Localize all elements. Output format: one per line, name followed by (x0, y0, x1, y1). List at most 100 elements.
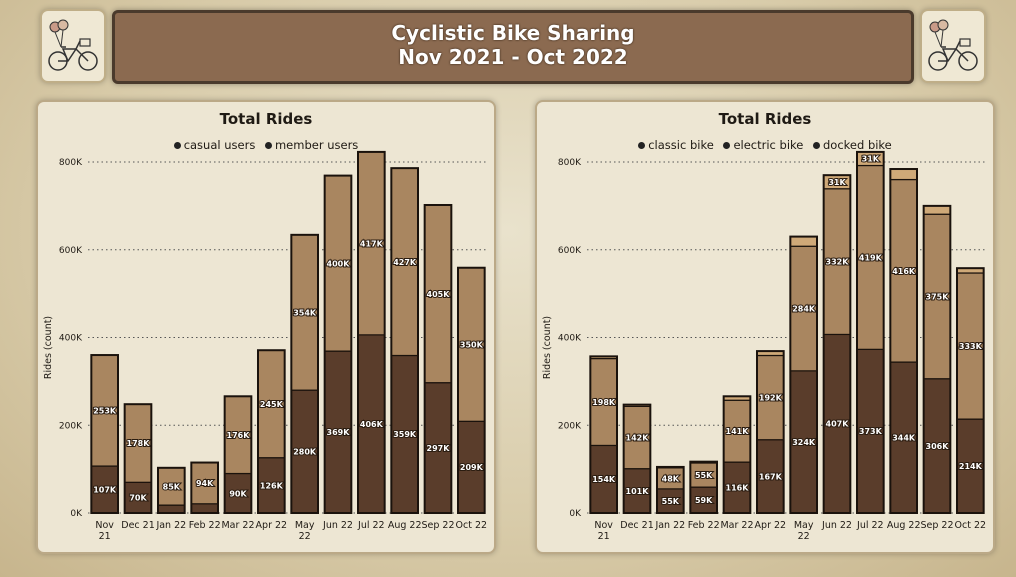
data-label: 419K (859, 253, 883, 262)
bar-outline (223, 395, 253, 515)
rides-by-bike-type-panel: Total Rides classic bike electric bike d… (535, 100, 995, 554)
bar-outline (889, 168, 919, 515)
data-label: 126K (260, 481, 284, 490)
bar-outline (622, 403, 652, 514)
x-tick-label: Apr 22 (755, 520, 787, 531)
data-label: 48K (662, 474, 680, 483)
y-tick-label: 200K (558, 421, 582, 431)
y-axis-title: Rides (count) (43, 316, 54, 379)
data-label: 31K (828, 178, 846, 187)
chart-legend: classic bike electric bike docked bike (537, 138, 993, 152)
y-tick-label: 400K (59, 334, 83, 344)
dashboard-title-box: Cyclistic Bike Sharing Nov 2021 - Oct 20… (112, 10, 914, 84)
x-tick-label: Jun 22 (821, 520, 852, 531)
bar-outline (656, 465, 685, 514)
y-tick-label: 800K (59, 158, 83, 168)
x-tick-label: Dec 21 (620, 520, 654, 531)
x-tick-label: Dec 21 (121, 520, 155, 531)
y-tick-label: 800K (558, 158, 582, 168)
data-label: 407K (826, 420, 850, 429)
y-axis-title: Rides (count) (542, 316, 553, 379)
x-tick-label: Apr 22 (256, 520, 288, 531)
data-label: 324K (792, 438, 816, 447)
data-label: 192K (759, 394, 783, 403)
data-label: 209K (460, 463, 484, 472)
bar-outline (257, 349, 286, 514)
x-tick-label: May (794, 520, 814, 531)
data-label: 280K (293, 448, 317, 457)
legend-dot-icon (638, 142, 646, 149)
bar-segment (157, 504, 186, 514)
bar-segment (923, 205, 951, 215)
bar-segment (789, 245, 818, 372)
data-label: 344K (892, 434, 916, 443)
data-label: 55K (695, 471, 713, 480)
bar-segment (190, 461, 219, 505)
x-tick-label: Nov (95, 520, 114, 531)
data-label: 70K (129, 494, 147, 503)
bar-outline (357, 150, 386, 514)
legend-label: electric bike (733, 138, 804, 152)
rides-by-user-type-panel: Total Rides casual users member users Ri… (36, 100, 496, 554)
data-label: 101K (626, 487, 650, 496)
legend-dot-icon (723, 142, 731, 149)
y-tick-label: 200K (59, 421, 83, 431)
bar-outline (123, 403, 153, 514)
data-label: 178K (127, 439, 151, 448)
x-tick-label: May (295, 520, 315, 531)
data-label: 297K (427, 444, 451, 453)
y-tick-label: 600K (558, 246, 582, 256)
data-label: 405K (427, 290, 451, 299)
bar-segment (889, 178, 918, 363)
x-tick-label: Nov (594, 520, 613, 531)
bar-segment (457, 420, 486, 514)
bar-segment (190, 503, 219, 514)
x-tick-label-line2: 22 (798, 531, 810, 542)
bar-segment (789, 370, 818, 514)
legend-item-casual-users[interactable]: casual users (173, 138, 256, 152)
data-label: 107K (93, 486, 117, 495)
x-tick-label-line2: 21 (99, 531, 111, 542)
bar-outline (457, 266, 486, 514)
data-label: 359K (393, 430, 417, 439)
data-label: 90K (229, 489, 247, 498)
legend-label: casual users (183, 138, 256, 152)
x-tick-label: Sep 22 (421, 520, 454, 531)
bar-outline (689, 460, 718, 515)
bar-segment (390, 167, 419, 357)
bar-outline (190, 461, 219, 515)
dashboard-subtitle: Nov 2021 - Oct 2022 (398, 45, 628, 69)
bar-segment (124, 403, 152, 483)
data-label: 417K (360, 239, 384, 248)
bar-outline (789, 235, 818, 514)
legend-item-docked-bike[interactable]: docked bike (813, 138, 892, 152)
data-label: 427K (393, 258, 417, 267)
bar-outline (756, 350, 785, 514)
x-tick-label: Oct 22 (456, 520, 488, 531)
data-label: 214K (959, 462, 983, 471)
data-label: 306K (926, 442, 950, 451)
bicycle-with-balloons-icon (48, 19, 98, 71)
data-label: 375K (926, 292, 950, 301)
legend-item-classic-bike[interactable]: classic bike (638, 138, 714, 152)
bar-segment (789, 235, 818, 247)
bar-segment (290, 389, 319, 514)
dashboard-title: Cyclistic Bike Sharing (391, 21, 635, 45)
bar-outline (856, 150, 885, 514)
legend-item-member-users[interactable]: member users (264, 138, 358, 152)
x-tick-label: Aug 22 (388, 520, 422, 531)
x-tick-label: Jul 22 (856, 520, 884, 531)
bar-segment (424, 382, 452, 514)
data-label: 333K (959, 342, 983, 351)
legend-dot-icon (264, 142, 272, 149)
bar-outline (90, 354, 119, 514)
x-tick-label: Sep 22 (920, 520, 953, 531)
data-label: 198K (592, 398, 616, 407)
legend-item-electric-bike[interactable]: electric bike (723, 138, 803, 152)
y-tick-label: 0K (70, 509, 83, 519)
data-label: 284K (792, 305, 816, 314)
x-tick-label: Jan 22 (155, 520, 186, 531)
logo-tile-right (920, 9, 986, 83)
data-label: 245K (260, 400, 284, 409)
data-label: 406K (360, 420, 384, 429)
